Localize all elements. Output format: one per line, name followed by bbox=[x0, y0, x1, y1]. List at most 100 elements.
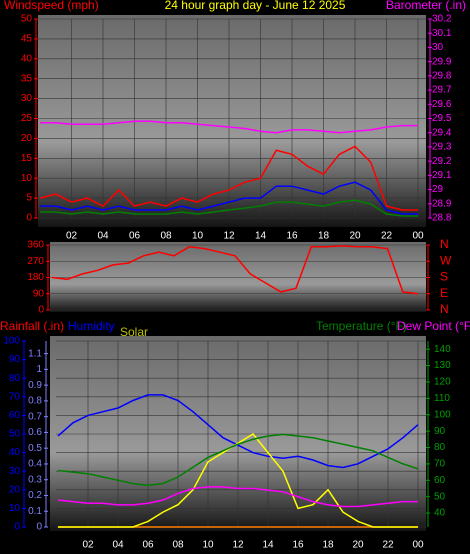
y-tick-label: 1 bbox=[36, 364, 42, 375]
y-tick-label: 45 bbox=[21, 34, 33, 45]
series-line bbox=[40, 199, 418, 217]
y-tick-label: 0.2 bbox=[28, 490, 42, 501]
y-tick-label: 70 bbox=[434, 459, 446, 470]
y-tick-label: 30 bbox=[9, 466, 21, 477]
y-tick-label: 10 bbox=[9, 503, 21, 514]
y-tick-label: 0 bbox=[38, 305, 44, 316]
x-tick-label: 12 bbox=[223, 231, 235, 242]
panel-direction bbox=[50, 242, 426, 312]
y-tick-label: 80 bbox=[434, 442, 446, 453]
y-tick-label: 29 bbox=[432, 184, 444, 195]
y-tick-label: 360 bbox=[27, 240, 44, 251]
y-tick-label: 90 bbox=[33, 288, 45, 299]
x-tick-label: 20 bbox=[352, 540, 364, 551]
series-line bbox=[39, 145, 418, 211]
y2-axis-label: Barometer (.in) bbox=[386, 0, 466, 12]
x-tick-label: 10 bbox=[202, 540, 214, 551]
y-tick-label: 100 bbox=[434, 409, 451, 420]
y-tick-label: 1.1 bbox=[28, 348, 42, 359]
y-tick-label: 29.5 bbox=[432, 113, 452, 124]
y-tick-label: W bbox=[440, 253, 452, 267]
series-line bbox=[57, 486, 418, 508]
y-tick-label: 60 bbox=[9, 410, 21, 421]
y-tick-label: 30 bbox=[432, 42, 444, 53]
y-tick-label: 28.9 bbox=[432, 198, 452, 209]
y-tick-label: 20 bbox=[9, 484, 21, 495]
series-line bbox=[40, 181, 418, 215]
y-tick-label: 30 bbox=[21, 93, 33, 104]
y-tick-label: 29.9 bbox=[432, 56, 452, 67]
y-tick-label: 0.6 bbox=[28, 427, 42, 438]
y-tick-label: 0.9 bbox=[28, 380, 42, 391]
x-tick-label: 02 bbox=[82, 540, 94, 551]
y-tick-label: S bbox=[440, 270, 448, 284]
y-tick-label: 0 bbox=[14, 522, 20, 533]
y-tick-label: 20 bbox=[21, 133, 33, 144]
x-tick-label: 00 bbox=[412, 540, 424, 551]
y-tick-label: 80 bbox=[9, 373, 21, 384]
x-tick-label: 08 bbox=[160, 231, 172, 242]
y-tick-label: 29.7 bbox=[432, 85, 452, 96]
legend-entry: Temperature (°F) bbox=[316, 319, 407, 333]
series-line bbox=[57, 394, 419, 469]
y-tick-label: 70 bbox=[9, 391, 21, 402]
y-tick-label: 30.2 bbox=[432, 14, 452, 25]
y-tick-label: 25 bbox=[21, 113, 33, 124]
legend-entry: Humidity bbox=[68, 319, 115, 333]
x-tick-label: 18 bbox=[318, 231, 330, 242]
panel-wind bbox=[38, 15, 426, 227]
y-tick-label: 90 bbox=[434, 426, 446, 437]
x-tick-label: 10 bbox=[192, 231, 204, 242]
y-tick-label: N bbox=[440, 302, 449, 316]
y-tick-label: 0 bbox=[26, 213, 32, 224]
y-tick-label: 40 bbox=[21, 53, 33, 64]
x-tick-label: 04 bbox=[112, 540, 124, 551]
x-tick-label: 12 bbox=[232, 540, 244, 551]
y-tick-label: 29.8 bbox=[432, 70, 452, 81]
y-tick-label: 0.7 bbox=[28, 411, 42, 422]
x-tick-label: 18 bbox=[322, 540, 334, 551]
y-tick-label: 5 bbox=[26, 193, 32, 204]
y-tick-label: 35 bbox=[21, 73, 33, 84]
y-tick-label: 29.1 bbox=[432, 170, 452, 181]
y-tick-label: 0 bbox=[36, 522, 42, 533]
x-tick-label: 08 bbox=[172, 540, 184, 551]
x-tick-label: 06 bbox=[129, 231, 141, 242]
y-tick-label: 40 bbox=[434, 508, 446, 519]
y-tick-label: 270 bbox=[27, 256, 44, 267]
legend-entry: Dew Point (°F) bbox=[397, 319, 470, 333]
x-tick-label: 14 bbox=[262, 540, 274, 551]
y-tick-label: 0.1 bbox=[28, 506, 42, 517]
y-tick-label: 110 bbox=[434, 393, 450, 404]
y-tick-label: 0.5 bbox=[28, 443, 42, 454]
series-line bbox=[57, 433, 419, 486]
chart-title: 24 hour graph day - June 12 2025 bbox=[165, 0, 346, 12]
series-line bbox=[51, 245, 419, 295]
y-tick-label: E bbox=[440, 286, 448, 300]
x-tick-label: 04 bbox=[97, 231, 109, 242]
y-tick-label: 100 bbox=[3, 336, 20, 347]
y-tick-label: 60 bbox=[434, 475, 446, 486]
y-tick-label: 29.4 bbox=[432, 127, 452, 138]
x-tick-label: 02 bbox=[66, 231, 78, 242]
y-tick-label: 130 bbox=[434, 360, 451, 371]
y-tick-label: 10 bbox=[21, 173, 33, 184]
x-tick-label: 16 bbox=[292, 540, 304, 551]
y-tick-label: 29.2 bbox=[432, 156, 452, 167]
y-tick-label: 28.8 bbox=[432, 213, 452, 224]
y-tick-label: 140 bbox=[434, 344, 451, 355]
x-tick-label: 16 bbox=[286, 231, 298, 242]
legend-entry: Rainfall (.in) bbox=[0, 319, 64, 333]
y-tick-label: N bbox=[440, 237, 449, 251]
y-tick-label: 90 bbox=[9, 354, 21, 365]
x-tick-label: 00 bbox=[412, 231, 424, 242]
x-tick-label: 22 bbox=[382, 540, 394, 551]
x-tick-label: 22 bbox=[381, 231, 393, 242]
y-tick-label: 50 bbox=[434, 491, 446, 502]
y-tick-label: 0.4 bbox=[28, 459, 42, 470]
y-tick-label: 120 bbox=[434, 377, 451, 388]
x-tick-label: 14 bbox=[255, 231, 267, 242]
series-line bbox=[40, 120, 418, 134]
y-tick-label: 40 bbox=[9, 447, 21, 458]
